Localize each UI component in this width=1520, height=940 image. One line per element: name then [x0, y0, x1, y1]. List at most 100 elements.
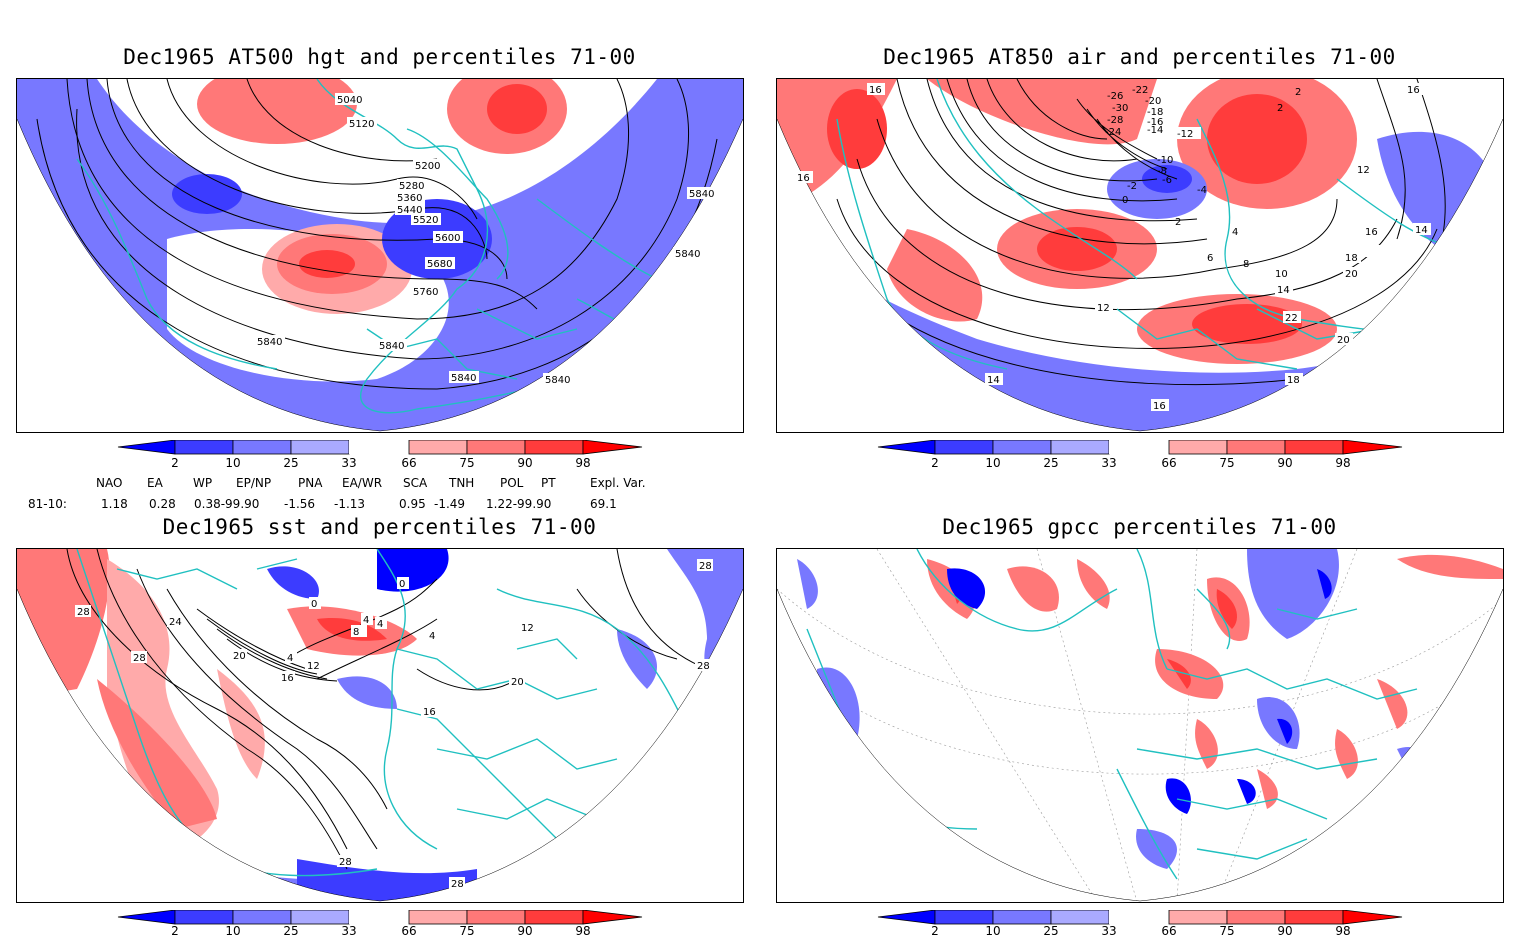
index-header: TNH — [449, 476, 475, 490]
index-header: Expl. Var. — [590, 476, 646, 490]
svg-text:20: 20 — [1345, 269, 1358, 280]
index-row-label: 81-10: — [28, 497, 67, 511]
svg-text:20: 20 — [511, 677, 524, 688]
contour-labels-sst: 28 28 24 20 16 12 8 4 4 0 0 4 4 12 20 16… — [75, 559, 713, 890]
svg-text:-12: -12 — [1177, 129, 1193, 140]
cbar-tick: 75 — [1219, 924, 1235, 938]
cbar-tick: 10 — [985, 456, 1001, 470]
svg-text:18: 18 — [1345, 253, 1358, 264]
panel-title-tr: Dec1965 AT850 air and percentiles 71-00 — [883, 45, 1396, 69]
cbar-tick: 90 — [1277, 456, 1293, 470]
contour-labels-air850: 16 -26 -22 -30 -20 -18 -28 -16 -24 -14 -… — [795, 83, 1431, 412]
colorbar-br — [877, 910, 1403, 925]
svg-text:0: 0 — [311, 599, 317, 610]
cbar-tick: 66 — [401, 456, 417, 470]
colorbar-tr — [877, 440, 1403, 455]
svg-text:5520: 5520 — [413, 215, 438, 226]
svg-text:5840: 5840 — [379, 341, 404, 352]
index-header: NAO — [96, 476, 123, 490]
index-header: EP/NP — [236, 476, 272, 490]
index-value: 0.38-99.90 — [194, 497, 260, 511]
index-header: EA — [147, 476, 163, 490]
map-panel-gpcc — [776, 548, 1504, 903]
svg-text:4: 4 — [377, 619, 383, 630]
cbar-tick: 2 — [171, 924, 179, 938]
index-value: -1.56 — [284, 497, 316, 511]
cbar-tick: 66 — [401, 924, 417, 938]
cbar-tick: 2 — [171, 456, 179, 470]
svg-text:10: 10 — [1275, 269, 1288, 280]
svg-text:6: 6 — [1207, 253, 1213, 264]
cbar-tick: 98 — [575, 924, 591, 938]
svg-text:12: 12 — [1097, 303, 1110, 314]
svg-text:-30: -30 — [1112, 103, 1128, 114]
cbar-tick: 66 — [1161, 924, 1177, 938]
svg-text:28: 28 — [697, 661, 710, 672]
svg-text:2: 2 — [1295, 87, 1301, 98]
svg-text:4: 4 — [429, 631, 435, 642]
cbar-tick: 25 — [283, 456, 299, 470]
index-value: -1.49 — [434, 497, 466, 511]
svg-text:-18: -18 — [1147, 107, 1163, 118]
colorbar-tl — [117, 440, 643, 455]
cbar-tick: 90 — [517, 456, 533, 470]
svg-text:28: 28 — [339, 857, 352, 868]
svg-text:4: 4 — [1232, 227, 1238, 238]
cbar-tick: 10 — [225, 456, 241, 470]
contour-labels-hgt500: 5040 5120 5200 5280 5360 5440 5520 5600 … — [255, 93, 717, 386]
svg-text:5200: 5200 — [415, 161, 440, 172]
svg-text:28: 28 — [77, 607, 90, 618]
svg-text:-8: -8 — [1157, 166, 1167, 177]
panel-title-bl: Dec1965 sst and percentiles 71-00 — [162, 515, 597, 539]
colorbar-bl — [117, 910, 643, 925]
cbar-tick: 33 — [1101, 456, 1117, 470]
svg-text:28: 28 — [699, 561, 712, 572]
map-air850-canvas: 16 -26 -22 -30 -20 -18 -28 -16 -24 -14 -… — [777, 79, 1503, 432]
cbar-tick: 98 — [1335, 924, 1351, 938]
cbar-tick: 10 — [985, 924, 1001, 938]
cbar-tick: 25 — [283, 924, 299, 938]
svg-text:-28: -28 — [1107, 115, 1123, 126]
svg-text:12: 12 — [521, 623, 534, 634]
svg-text:-10: -10 — [1157, 155, 1173, 166]
svg-text:-6: -6 — [1162, 175, 1172, 186]
index-value: 0.95 — [399, 497, 426, 511]
map-panel-sst: 28 28 24 20 16 12 8 4 4 0 0 4 4 12 20 16… — [16, 548, 744, 903]
svg-text:5840: 5840 — [675, 249, 700, 260]
svg-text:20: 20 — [233, 651, 246, 662]
svg-text:2: 2 — [1277, 103, 1283, 114]
cbar-tick: 66 — [1161, 456, 1177, 470]
svg-text:16: 16 — [281, 673, 294, 684]
index-value: -1.13 — [334, 497, 366, 511]
map-sst-canvas: 28 28 24 20 16 12 8 4 4 0 0 4 4 12 20 16… — [17, 549, 743, 902]
svg-text:5360: 5360 — [397, 193, 422, 204]
index-header: WP — [193, 476, 213, 490]
cbar-tick: 33 — [341, 924, 357, 938]
svg-text:5280: 5280 — [399, 181, 424, 192]
svg-text:14: 14 — [987, 375, 1000, 386]
cbar-tick: 33 — [341, 456, 357, 470]
svg-text:14: 14 — [1277, 285, 1290, 296]
index-header: POL — [500, 476, 524, 490]
cbar-tick: 10 — [225, 924, 241, 938]
svg-text:-26: -26 — [1107, 91, 1123, 102]
index-header: SCA — [403, 476, 428, 490]
svg-text:0: 0 — [399, 579, 405, 590]
svg-text:8: 8 — [1243, 259, 1249, 270]
svg-text:18: 18 — [1287, 375, 1300, 386]
svg-text:16: 16 — [1365, 227, 1378, 238]
svg-text:5840: 5840 — [689, 189, 714, 200]
index-header: EA/WR — [342, 476, 383, 490]
cbar-tick: 33 — [1101, 924, 1117, 938]
svg-text:28: 28 — [451, 879, 464, 890]
svg-text:8: 8 — [353, 627, 359, 638]
index-value: 69.1 — [590, 497, 617, 511]
svg-text:16: 16 — [423, 707, 436, 718]
svg-text:-24: -24 — [1105, 127, 1121, 138]
svg-text:5840: 5840 — [451, 373, 476, 384]
svg-text:-2: -2 — [1127, 181, 1137, 192]
index-header: PT — [541, 476, 556, 490]
cbar-tick: 75 — [459, 924, 475, 938]
panel-title-tl: Dec1965 AT500 hgt and percentiles 71-00 — [123, 45, 636, 69]
cbar-tick: 75 — [1219, 456, 1235, 470]
